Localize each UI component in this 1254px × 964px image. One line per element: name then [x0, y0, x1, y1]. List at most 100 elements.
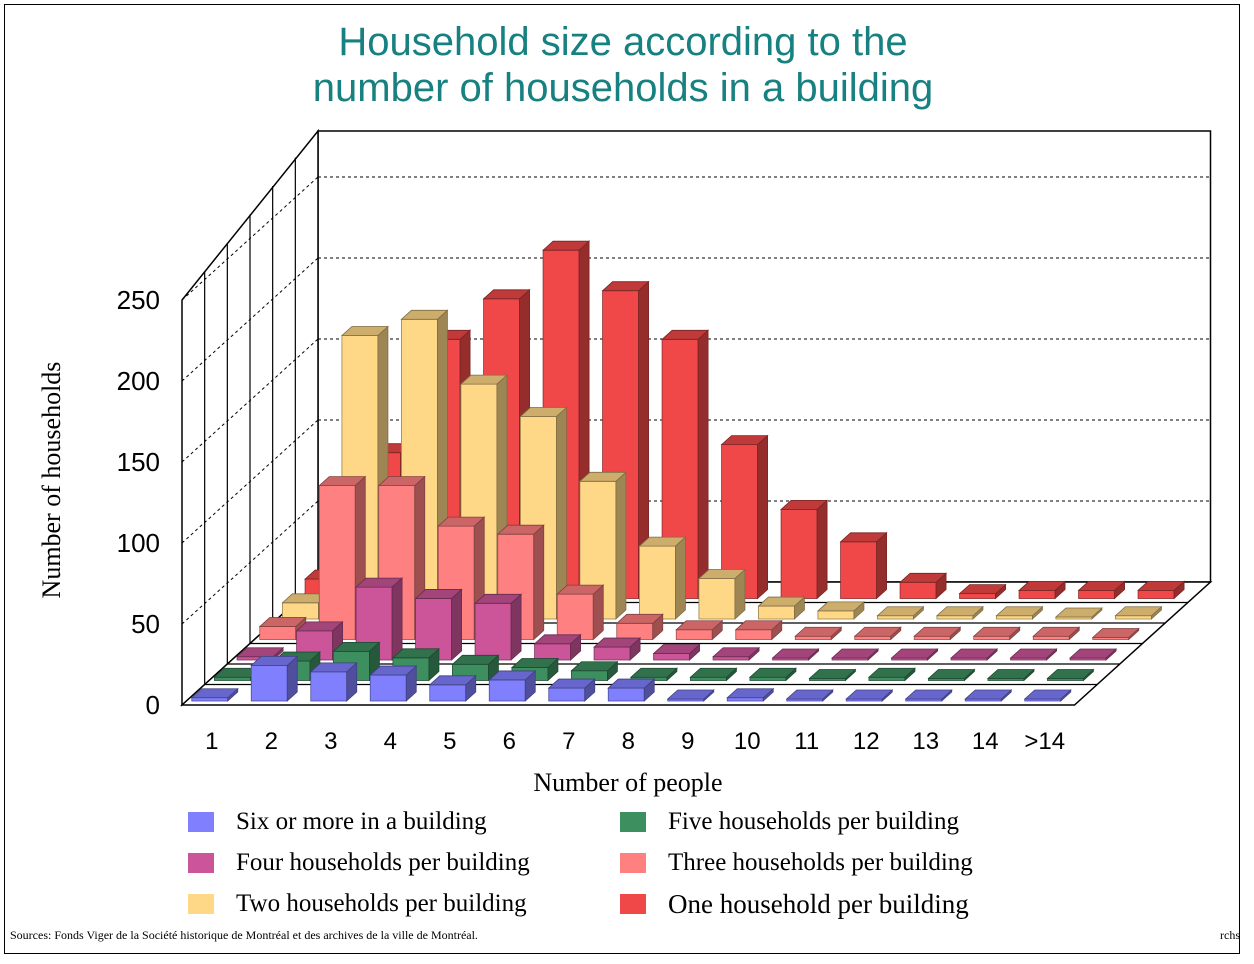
bar [1115, 615, 1152, 620]
bar [548, 687, 586, 702]
bar [1032, 635, 1070, 640]
bar [429, 684, 467, 702]
gridline-side [181, 419, 319, 544]
x-tick-label: 14 [972, 728, 999, 755]
bar-top [794, 626, 843, 637]
bar-top [414, 589, 463, 599]
bar-top [428, 675, 477, 686]
bar-side [757, 434, 768, 600]
bar [250, 664, 288, 702]
bar-top [488, 670, 537, 681]
bar-top [1018, 581, 1067, 591]
bar [474, 602, 512, 661]
bar-top [748, 667, 797, 678]
legend-swatch [188, 812, 214, 832]
bar-side [510, 593, 522, 661]
bar [877, 615, 914, 620]
bar-top [876, 606, 925, 617]
bar-top [1137, 581, 1186, 591]
bar [794, 635, 832, 640]
y-tick-label: 0 [146, 690, 160, 720]
bar [1137, 590, 1175, 599]
bar-top [734, 620, 783, 631]
legend-swatch [620, 894, 646, 914]
x-tick-label: 13 [912, 728, 939, 755]
legend-swatch [188, 853, 214, 873]
bar [318, 485, 356, 640]
x-tick-label: 7 [562, 728, 575, 755]
y-tick-label: 50 [131, 609, 160, 639]
x-tick-label: 10 [734, 728, 761, 755]
bar-top [1114, 606, 1163, 617]
bar [488, 679, 526, 702]
bar-top [927, 669, 976, 679]
bar-top [899, 572, 948, 583]
bar-top [437, 516, 486, 527]
bar-top [995, 606, 1044, 617]
bar-top [593, 637, 642, 648]
x-tick-label: 9 [681, 728, 694, 755]
x-tick-label: 5 [443, 728, 456, 755]
bar-side [675, 536, 686, 620]
bar [749, 676, 787, 681]
bar-top [1054, 607, 1103, 618]
bar-top [369, 665, 418, 676]
bar-top [400, 309, 449, 320]
bar-top [1091, 628, 1140, 638]
bar [191, 697, 229, 702]
bar [726, 697, 764, 702]
bar [758, 605, 795, 620]
bar [1018, 590, 1056, 599]
bar-top [309, 662, 358, 673]
bar-top [556, 584, 605, 595]
bar-top [904, 689, 953, 700]
bar-side [533, 524, 545, 641]
bar-top [757, 596, 806, 607]
bar-top [607, 678, 656, 689]
bar [534, 643, 571, 661]
credit-note: rchs [1220, 928, 1240, 942]
bar-side [816, 499, 828, 600]
bar-top [845, 689, 894, 700]
bar-top [190, 688, 239, 699]
bar-top [1032, 626, 1081, 637]
bar [936, 615, 974, 620]
bar [899, 581, 937, 599]
bar-top [355, 577, 404, 588]
source-note: Sources: Fonds Viger de la Société histo… [10, 928, 478, 942]
bar-side [697, 329, 709, 600]
bar-top [629, 667, 678, 678]
bar-top [785, 689, 834, 700]
bar-top [510, 658, 559, 668]
x-tick-label: 6 [503, 728, 516, 755]
bar [913, 635, 951, 640]
bar [282, 602, 319, 620]
y-tick-label: 250 [117, 285, 160, 315]
bar-top [519, 407, 568, 417]
bar [259, 626, 297, 640]
bar-top [808, 669, 857, 679]
bar-top [986, 669, 1035, 679]
bar [369, 674, 407, 702]
bar-top [391, 648, 440, 659]
legend-label: Six or more in a building [236, 808, 487, 835]
bar [690, 676, 727, 681]
bar-top [542, 240, 591, 251]
bar [675, 629, 713, 640]
bar [840, 541, 877, 599]
bar-top [867, 667, 916, 678]
bar-top [689, 667, 738, 678]
bar [817, 610, 855, 620]
gridline-side [181, 338, 319, 463]
bar-top [935, 606, 984, 617]
bar [1078, 590, 1115, 599]
bar-top [958, 584, 1007, 595]
x-axis-label: Number of people [533, 768, 723, 797]
bar-top [496, 524, 545, 535]
bar-top [697, 569, 746, 579]
legend-swatch [620, 853, 646, 873]
bar-top [377, 476, 426, 487]
legend-label: Five households per building [668, 808, 959, 835]
bar-top [675, 620, 724, 631]
